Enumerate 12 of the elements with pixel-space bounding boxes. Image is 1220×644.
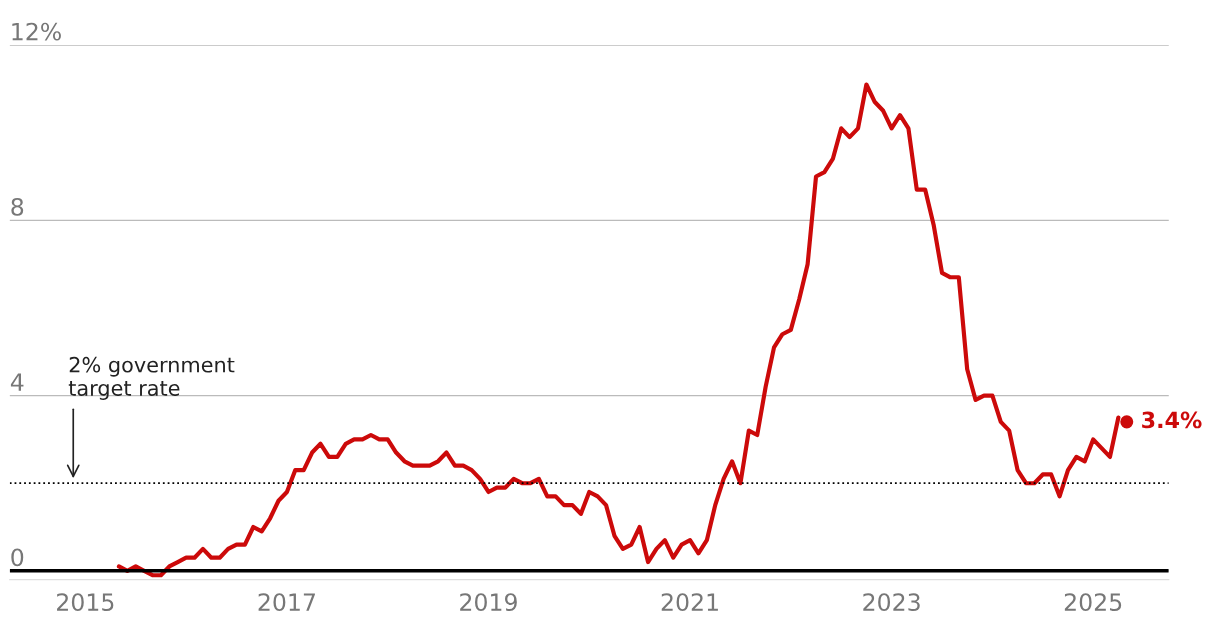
y-tick-label: 0 xyxy=(11,548,24,567)
y-tick-label: 8 xyxy=(11,197,24,216)
x-tick-label: 2021 xyxy=(661,593,718,612)
ref-line-label: 2% government target rate xyxy=(68,356,235,400)
x-tick-label: 2019 xyxy=(460,593,517,612)
y-tick-label: 4 xyxy=(10,373,24,391)
y-tick-label: 12% xyxy=(12,22,61,41)
x-tick-label: 2023 xyxy=(863,593,920,612)
x-tick-label: 2015 xyxy=(57,593,114,612)
x-tick-label: 2025 xyxy=(1064,593,1122,612)
data-label: 3.4% xyxy=(1142,411,1202,429)
x-tick-label: 2017 xyxy=(258,593,315,612)
